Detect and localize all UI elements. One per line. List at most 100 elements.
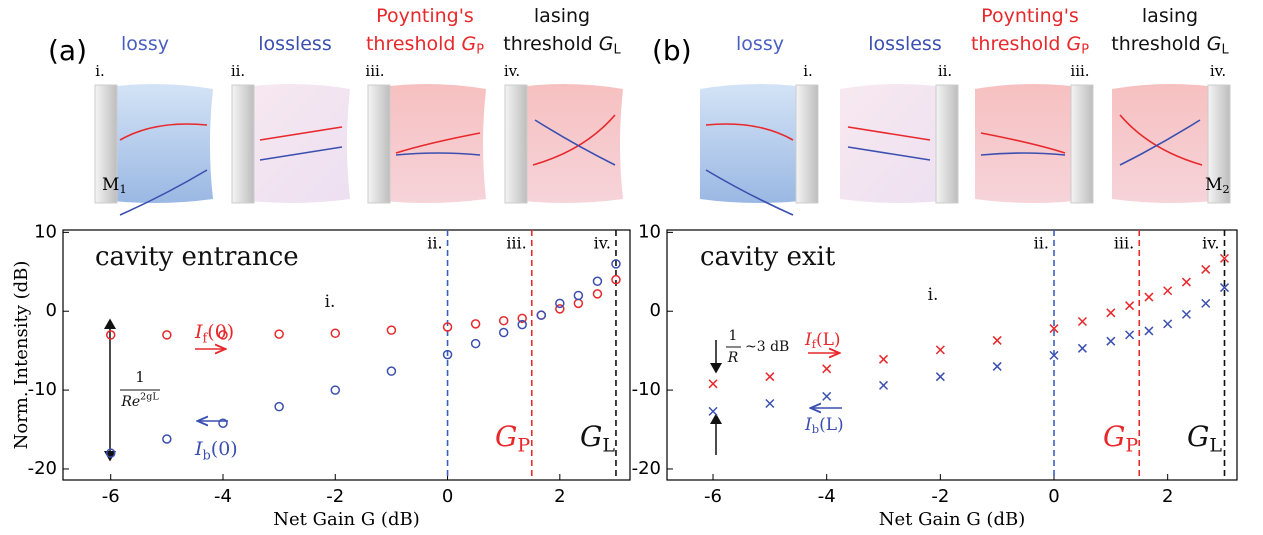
numeral: ii. [938, 62, 952, 80]
y-tick-label: -10 [28, 379, 57, 400]
x-tick-label: -4 [818, 486, 836, 507]
data-point [709, 380, 717, 388]
data-point [537, 311, 545, 319]
data-point [993, 336, 1001, 344]
header-text: threshold GL [503, 33, 621, 58]
cavity-illustration [505, 84, 623, 203]
annotation: cavity entrance [95, 242, 299, 272]
mirror [232, 85, 254, 203]
data-point [556, 299, 564, 307]
text-part: P [1125, 434, 1138, 456]
data-point [1164, 320, 1172, 328]
text-part: cavity exit [700, 242, 836, 272]
text-part: threshold [971, 33, 1067, 55]
header-text: Poynting's [981, 5, 1079, 27]
numeral: iii. [1070, 62, 1089, 80]
text-part: 2gL [140, 391, 159, 402]
text-part: P [1081, 42, 1089, 57]
text-part: (L) [819, 415, 844, 435]
data-point [1126, 331, 1134, 339]
data-point [472, 340, 480, 348]
annotation: cavity exit [700, 242, 836, 272]
numeral: iv. [1210, 62, 1226, 80]
text-part: 2 [1222, 182, 1229, 196]
data-point [472, 320, 480, 328]
annotation: Re2gL [120, 391, 159, 410]
threshold-label: iv. [1202, 234, 1219, 253]
text-part: G [599, 33, 614, 55]
header-text: threshold GP [971, 33, 1089, 58]
cavity-illustration [368, 84, 486, 203]
data-point [766, 400, 774, 408]
data-point [936, 346, 944, 354]
annotation: GL [580, 420, 615, 457]
text-part: P [476, 42, 484, 57]
annotation: GP [495, 420, 530, 457]
data-point [500, 317, 508, 325]
data-point [1107, 309, 1115, 317]
header-text: lasing [1142, 5, 1198, 27]
data-point [1078, 344, 1086, 352]
data-point [593, 290, 601, 298]
data-point [1107, 337, 1115, 345]
data-point [823, 392, 831, 400]
panel-label: (a) [48, 34, 87, 67]
header-text: lossy [121, 33, 169, 55]
data-point [163, 435, 171, 443]
mirror [796, 85, 818, 203]
data-point [1145, 293, 1153, 301]
data-point [993, 362, 1001, 370]
cavity-illustration [840, 84, 958, 203]
text-part: G [1103, 420, 1125, 453]
text-part: R [727, 350, 739, 366]
data-point [574, 291, 582, 299]
numeral: iv. [504, 62, 520, 80]
x-tick-label: -2 [931, 486, 949, 507]
threshold-label: ii. [427, 234, 442, 253]
text-part: Poynting's [376, 5, 474, 27]
text-part: L [1222, 42, 1230, 57]
data-point [331, 329, 339, 337]
cavity-illustration [700, 84, 818, 215]
text-part: M [102, 175, 119, 195]
text-part: 1 [135, 368, 145, 386]
data-point [1145, 327, 1153, 335]
annotation: GL [1187, 420, 1222, 457]
text-part: G [1207, 33, 1222, 55]
y-tick-label: 10 [638, 221, 661, 242]
data-point [1202, 265, 1210, 273]
threshold-label: iv. [594, 234, 611, 253]
data-point [574, 299, 582, 307]
data-point [1164, 287, 1172, 295]
threshold-label: ii. [1034, 234, 1049, 253]
annotation: R [727, 350, 739, 366]
x-tick-label: -4 [214, 486, 232, 507]
data-point [709, 407, 717, 415]
text-part: G [1067, 33, 1082, 55]
text-part: lasing [534, 5, 590, 27]
text-part: threshold [503, 33, 599, 55]
data-point [275, 403, 283, 411]
text-part: L [1209, 434, 1222, 456]
text-part: Re [120, 394, 140, 410]
y-tick-label: 0 [46, 300, 57, 321]
annotation: ~3 dB [745, 339, 789, 355]
x-tick-label: -6 [102, 486, 120, 507]
header-text: lasing [534, 5, 590, 27]
annotation: 1 [135, 368, 145, 386]
data-point [1126, 302, 1134, 310]
numeral: i. [803, 62, 813, 80]
data-point [387, 326, 395, 334]
numeral: ii. [231, 62, 245, 80]
annotation: If(L) [804, 330, 841, 352]
x-tick-label: -2 [326, 486, 344, 507]
text-part: threshold [1111, 33, 1207, 55]
header-text: lossless [258, 33, 331, 55]
data-point [1202, 299, 1210, 307]
x-tick-label: 0 [1048, 486, 1059, 507]
mirror [505, 85, 527, 203]
figure: (a) lossy i. lossless ii. Poynting's threshold… [0, 0, 1263, 535]
text-part: Poynting's [981, 5, 1079, 27]
cavity-illustration [975, 84, 1093, 203]
data-point [275, 330, 283, 338]
